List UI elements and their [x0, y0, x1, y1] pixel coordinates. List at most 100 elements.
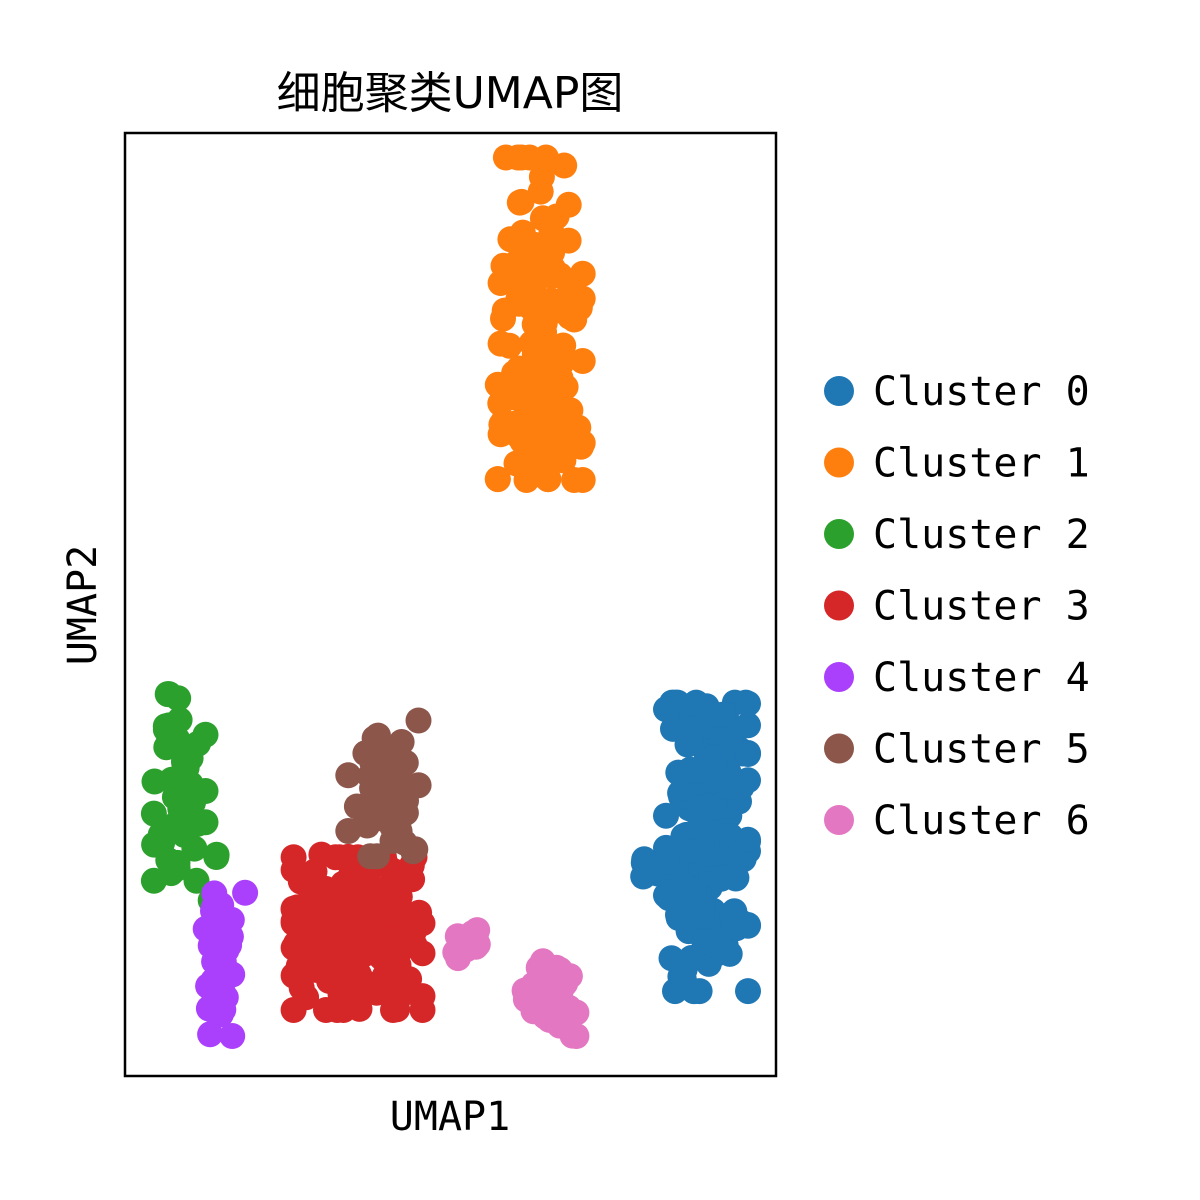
data-point	[490, 408, 517, 435]
data-point	[699, 795, 726, 822]
data-point	[653, 696, 679, 723]
data-point	[402, 836, 429, 863]
legend-marker	[824, 662, 854, 692]
data-point	[691, 928, 718, 955]
data-point	[555, 191, 582, 218]
data-point	[200, 898, 226, 924]
legend-marker	[824, 447, 854, 478]
data-point	[392, 749, 419, 776]
legend-marker	[824, 805, 854, 835]
series-cluster-5	[335, 707, 432, 870]
data-point	[508, 144, 535, 171]
data-point	[370, 930, 397, 957]
data-point	[723, 913, 750, 940]
data-point	[335, 843, 362, 870]
legend-label: Cluster 2	[873, 512, 1090, 558]
data-point	[735, 826, 761, 853]
series-cluster-0	[630, 689, 761, 1005]
data-point	[165, 685, 192, 712]
data-point	[514, 404, 541, 430]
data-point	[405, 900, 432, 927]
legend-label: Cluster 4	[873, 655, 1090, 701]
data-point	[335, 762, 362, 789]
data-point	[405, 707, 432, 734]
data-point	[563, 1023, 590, 1049]
scatter-points	[140, 144, 761, 1049]
data-point	[448, 927, 474, 954]
data-point	[565, 414, 592, 441]
data-point	[716, 940, 743, 967]
data-point	[569, 348, 596, 374]
legend-label: Cluster 5	[873, 727, 1090, 773]
data-point	[496, 332, 523, 359]
legend-item: Cluster 0	[824, 369, 1090, 415]
data-point	[671, 956, 698, 983]
data-point	[529, 205, 556, 232]
legend-label: Cluster 6	[873, 798, 1090, 844]
data-point	[196, 995, 223, 1022]
data-point	[665, 905, 692, 931]
data-point	[527, 178, 554, 205]
data-point	[697, 698, 724, 725]
data-point	[152, 716, 179, 743]
data-point	[655, 885, 682, 912]
data-point	[327, 980, 354, 1007]
data-point	[680, 978, 707, 1005]
data-point	[529, 342, 556, 369]
data-point	[232, 879, 259, 906]
data-point	[735, 741, 761, 767]
data-point	[197, 1021, 224, 1048]
data-point	[297, 946, 324, 973]
y-axis-label: UMAP2	[60, 545, 106, 665]
legend-marker	[824, 590, 854, 621]
data-point	[294, 925, 321, 952]
data-point	[534, 466, 561, 493]
data-point	[293, 984, 320, 1011]
data-point	[306, 875, 333, 902]
series-cluster-1	[484, 144, 596, 493]
data-point	[544, 414, 571, 441]
data-point	[369, 760, 395, 787]
data-point	[187, 779, 214, 805]
data-point	[709, 723, 736, 750]
data-point	[379, 900, 406, 927]
data-point	[688, 904, 715, 931]
x-axis-label: UMAP1	[390, 1094, 510, 1140]
data-point	[506, 189, 533, 216]
data-point	[735, 690, 761, 717]
data-point	[513, 437, 540, 464]
legend-label: Cluster 0	[873, 369, 1090, 415]
data-point	[497, 226, 524, 253]
data-point	[365, 722, 391, 749]
data-point	[526, 289, 553, 316]
data-point	[373, 792, 399, 819]
data-point	[341, 908, 368, 935]
data-point	[487, 270, 514, 296]
data-point	[676, 837, 703, 864]
legend-item: Cluster 2	[824, 512, 1090, 558]
data-point	[551, 971, 578, 998]
data-point	[169, 798, 196, 825]
data-point	[631, 861, 658, 888]
data-point	[533, 433, 560, 460]
data-point	[735, 978, 761, 1005]
data-point	[484, 466, 511, 493]
legend-item: Cluster 1	[824, 441, 1090, 487]
series-cluster-6	[442, 917, 590, 1049]
data-point	[534, 386, 561, 413]
data-point	[569, 285, 596, 312]
data-point	[730, 846, 757, 873]
data-point	[155, 847, 182, 874]
legend-marker	[824, 733, 854, 764]
legend-label: Cluster 1	[873, 441, 1090, 487]
data-point	[280, 962, 307, 989]
legend-label: Cluster 3	[873, 584, 1090, 630]
data-point	[529, 948, 556, 975]
data-point	[185, 730, 211, 757]
data-point	[653, 802, 679, 829]
data-point	[561, 467, 588, 493]
plot-frame	[123, 131, 778, 1078]
data-point	[341, 929, 367, 956]
legend-item: Cluster 3	[824, 584, 1090, 630]
